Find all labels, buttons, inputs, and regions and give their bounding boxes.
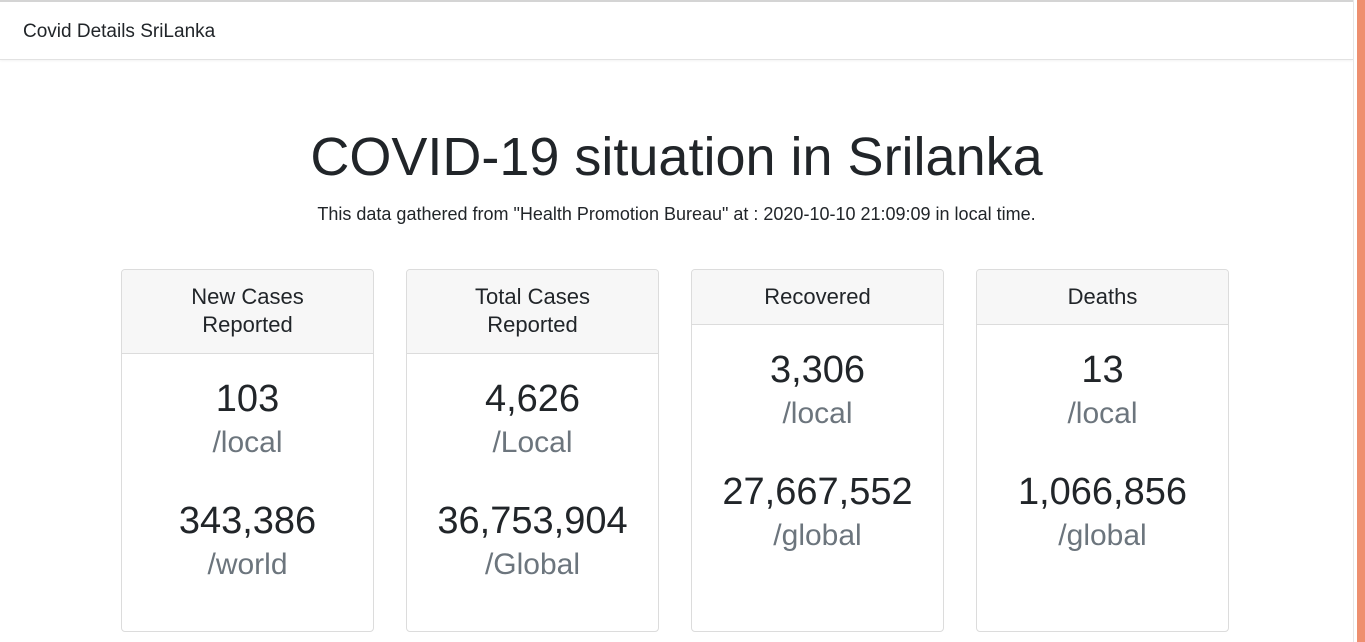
- data-source-timestamp: This data gathered from "Health Promotio…: [317, 204, 1036, 224]
- local-unit: /local: [1067, 397, 1138, 430]
- global-value: 343,386: [178, 500, 317, 542]
- navbar-brand[interactable]: Covid Details SriLanka: [23, 21, 216, 42]
- global-stat: 1,066,856 /global: [977, 432, 1228, 554]
- card-header-line1: Deaths: [1067, 284, 1138, 309]
- card-header: Total Cases Reported: [407, 270, 658, 354]
- local-unit: /local: [782, 397, 853, 430]
- card-body: 3,306 /local 27,667,552 /global: [692, 325, 943, 554]
- global-unit: /Global: [484, 548, 581, 581]
- deaths-card: Deaths 13 /local 1,066,856 /global: [976, 269, 1229, 632]
- local-value: 103: [215, 378, 280, 420]
- local-unit: /Local: [492, 426, 573, 459]
- global-unit: /world: [207, 548, 288, 581]
- local-stat: 13 /local: [977, 325, 1228, 432]
- card-header: New Cases Reported: [122, 270, 373, 354]
- global-value: 36,753,904: [437, 500, 628, 542]
- global-value: 1,066,856: [1017, 471, 1188, 513]
- global-stat: 27,667,552 /global: [692, 432, 943, 554]
- local-stat: 103 /local: [122, 354, 373, 461]
- scrollbar-thumb[interactable]: [1357, 0, 1365, 642]
- global-value: 27,667,552: [722, 471, 913, 513]
- navbar: Covid Details SriLanka: [0, 2, 1353, 60]
- card-header-line1: New Cases: [191, 284, 304, 309]
- local-value: 3,306: [769, 349, 866, 391]
- global-stat: 343,386 /world: [122, 461, 373, 583]
- recovered-card: Recovered 3,306 /local 27,667,552 /globa…: [691, 269, 944, 632]
- card-body: 103 /local 343,386 /world: [122, 354, 373, 583]
- total-cases-card: Total Cases Reported 4,626 /Local 36,753…: [406, 269, 659, 632]
- local-unit: /local: [212, 426, 283, 459]
- global-unit: /global: [773, 519, 862, 552]
- local-stat: 4,626 /Local: [407, 354, 658, 461]
- card-body: 13 /local 1,066,856 /global: [977, 325, 1228, 554]
- card-header-line2: Reported: [202, 312, 293, 337]
- global-unit: /global: [1058, 519, 1147, 552]
- card-header: Deaths: [977, 270, 1228, 325]
- local-value: 4,626: [484, 378, 581, 420]
- window-top-border: [0, 0, 1353, 2]
- card-body: 4,626 /Local 36,753,904 /Global: [407, 354, 658, 583]
- card-header: Recovered: [692, 270, 943, 325]
- page-title: COVID-19 situation in Srilanka: [310, 127, 1043, 187]
- card-header-line1: Total Cases: [475, 284, 590, 309]
- card-header-line1: Recovered: [764, 284, 871, 309]
- global-stat: 36,753,904 /Global: [407, 461, 658, 583]
- local-value: 13: [1081, 349, 1124, 391]
- new-cases-card: New Cases Reported 103 /local 343,386 /w…: [121, 269, 374, 632]
- card-header-line2: Reported: [487, 312, 578, 337]
- local-stat: 3,306 /local: [692, 325, 943, 432]
